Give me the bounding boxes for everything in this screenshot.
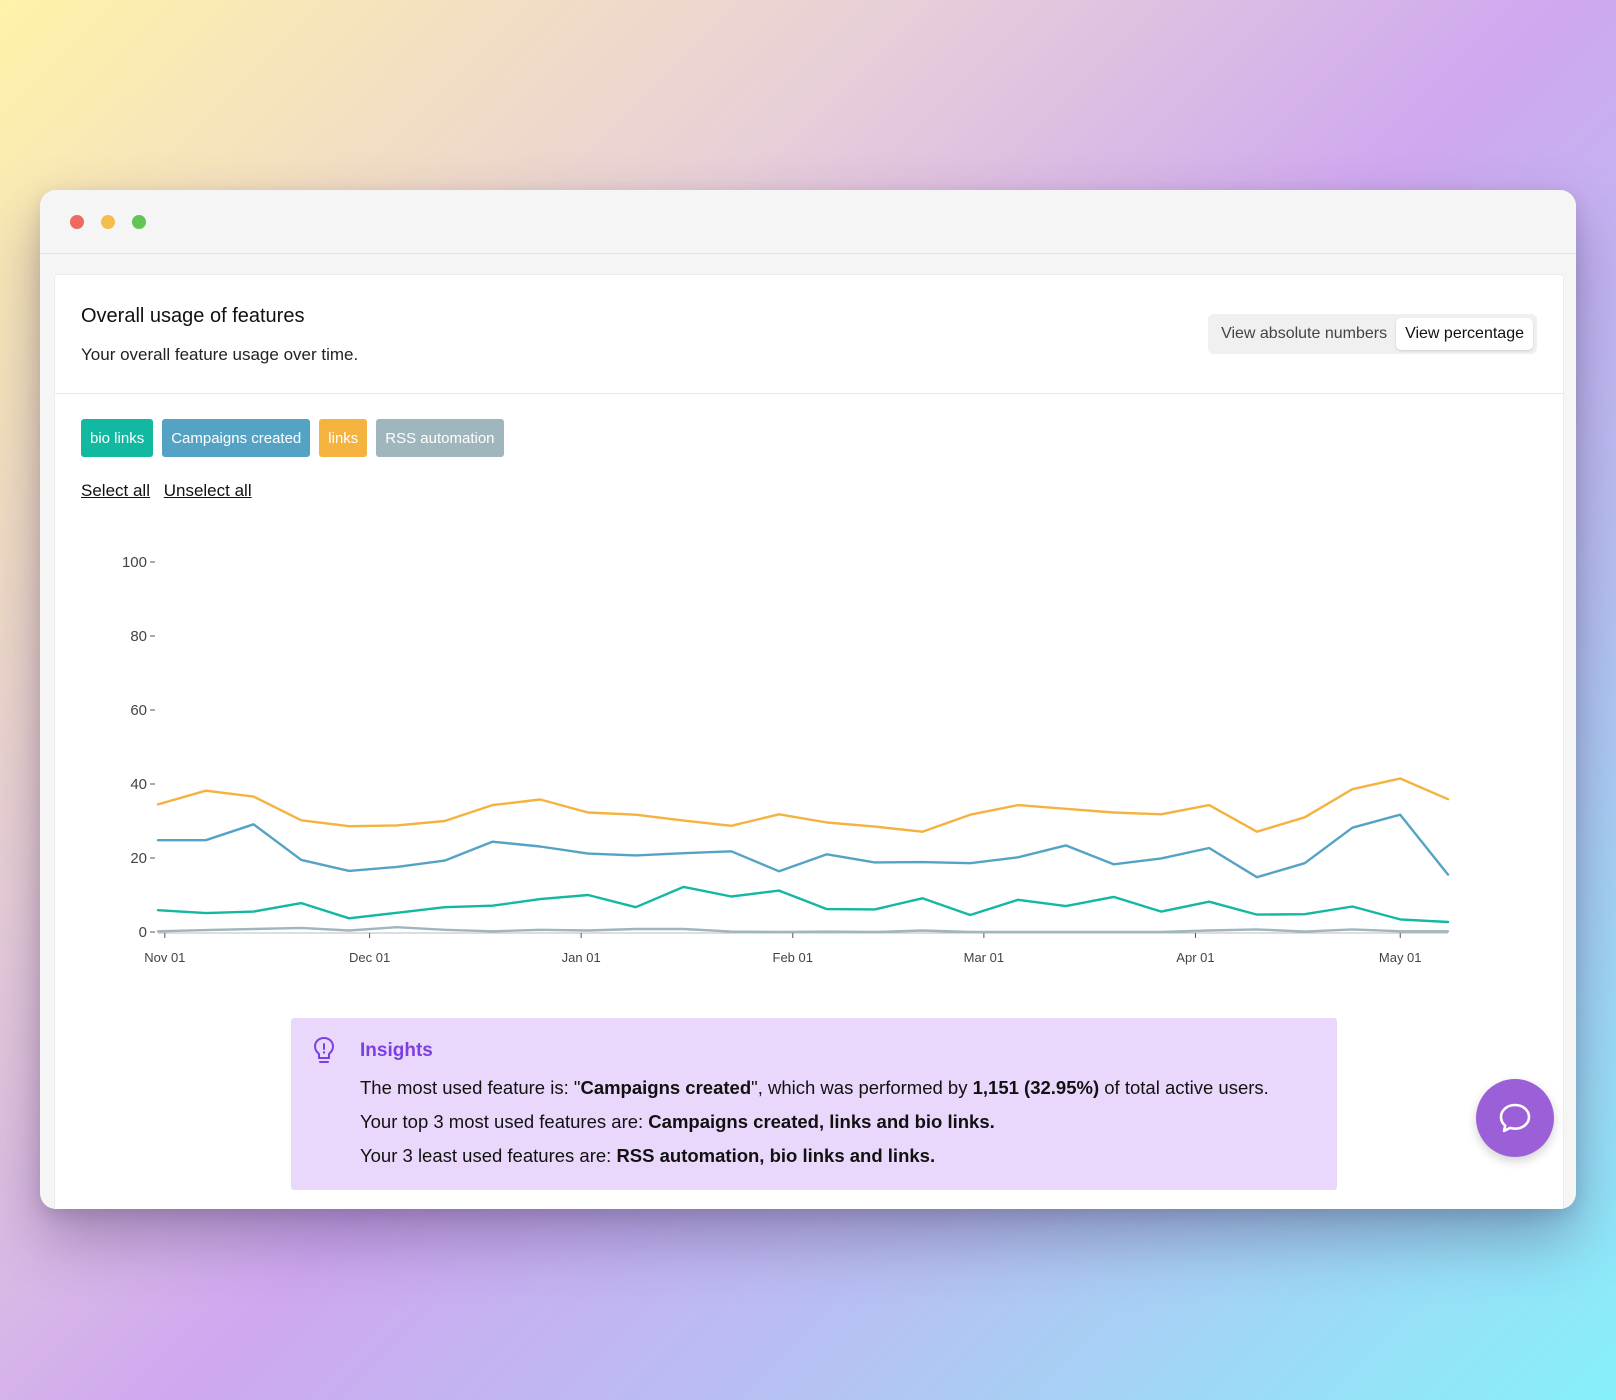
series-line-campaigns-created [156, 813, 1450, 879]
view-mode-toggle: View absolute numbers View percentage [1208, 314, 1537, 354]
insight-least-three: Your 3 least used features are: RSS auto… [360, 1145, 936, 1166]
y-tick-label: 100 [122, 554, 147, 571]
x-tick-label: Apr 01 [1176, 950, 1214, 965]
y-tick-label: 60 [130, 702, 147, 719]
chat-launcher-button[interactable] [1476, 1079, 1554, 1157]
card-title: Overall usage of features [81, 305, 305, 327]
y-tick-label: 20 [130, 850, 147, 867]
feature-usage-line-chart: 0 20 40 60 80 100 Nov 01 Dec 01 Jan 01 Feb 01 Mar … [122, 554, 1450, 965]
minimize-window-button[interactable] [101, 215, 115, 229]
series-line-bio-links [156, 885, 1450, 924]
series-line-rss-automation [156, 926, 1450, 934]
tag-rss-automation[interactable]: RSS automation [376, 419, 504, 457]
insights-panel: Insights The most used feature is: "Camp… [291, 1018, 1337, 1190]
lightbulb-icon [313, 1036, 335, 1063]
series-line-links [156, 777, 1450, 833]
feature-usage-card: Overall usage of features Your overall f… [54, 274, 1564, 1209]
y-tick-label: 0 [139, 924, 147, 941]
tag-campaigns-created[interactable]: Campaigns created [162, 419, 311, 457]
feature-tag-list: bio links Campaigns created links RSS au… [81, 419, 504, 457]
close-window-button[interactable] [70, 215, 84, 229]
x-tick-label: Mar 01 [964, 950, 1004, 965]
insight-most-used: The most used feature is: "Campaigns cre… [360, 1077, 1269, 1098]
selection-links: Select all Unselect all [81, 481, 261, 501]
view-percentage-button[interactable]: View percentage [1396, 318, 1533, 350]
insights-title: Insights [360, 1040, 433, 1061]
window-titlebar [40, 190, 1576, 254]
maximize-window-button[interactable] [132, 215, 146, 229]
browser-window: Overall usage of features Your overall f… [40, 190, 1576, 1209]
x-tick-label: Feb 01 [773, 950, 813, 965]
x-tick-label: Nov 01 [144, 950, 185, 965]
unselect-all-link[interactable]: Unselect all [163, 481, 252, 500]
insight-top-three: Your top 3 most used features are: Campa… [360, 1111, 995, 1132]
select-all-link[interactable]: Select all [81, 481, 150, 500]
y-tick-label: 40 [130, 776, 147, 793]
x-tick-label: Dec 01 [349, 950, 390, 965]
tag-links[interactable]: links [319, 419, 368, 457]
chat-bubble-icon [1499, 1103, 1531, 1133]
x-tick-label: Jan 01 [562, 950, 601, 965]
tag-bio-links[interactable]: bio links [81, 419, 154, 457]
card-subtitle: Your overall feature usage over time. [81, 345, 359, 364]
y-tick-label: 80 [130, 628, 147, 645]
x-tick-label: May 01 [1379, 950, 1422, 965]
card-header: Overall usage of features Your overall f… [55, 275, 1563, 394]
view-absolute-numbers-button[interactable]: View absolute numbers [1212, 318, 1396, 350]
